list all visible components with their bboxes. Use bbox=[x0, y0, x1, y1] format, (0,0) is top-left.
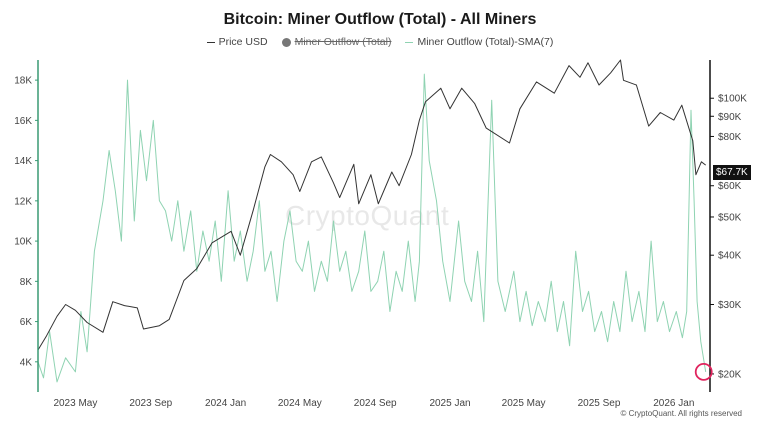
x-tick-label: 2025 May bbox=[502, 398, 546, 409]
legend-outflow-label: Miner Outflow (Total) bbox=[294, 36, 392, 48]
y-right-tick-label: $90K bbox=[718, 112, 742, 123]
y-right-tick-label: $20K bbox=[718, 369, 742, 380]
legend-item-price[interactable]: Price USD bbox=[206, 36, 268, 48]
axes-layer bbox=[37, 60, 711, 392]
x-tick-label: 2025 Jan bbox=[429, 398, 470, 409]
x-tick-label: 2024 Jan bbox=[205, 398, 246, 409]
y-left-tick-label: 6K bbox=[20, 317, 33, 328]
ticks-layer: 4K 6K 8K 10K 12K 14K 16K 18K $20K $30K $40K $50K $60… bbox=[14, 76, 747, 409]
chart-title: Bitcoin: Miner Outflow (Total) - All Min… bbox=[223, 11, 537, 28]
sma-series-line bbox=[37, 73, 707, 383]
x-tick-label: 2023 Sep bbox=[129, 398, 172, 409]
y-left-tick-label: 4K bbox=[20, 357, 33, 368]
y-left-tick-label: 14K bbox=[14, 156, 32, 167]
x-tick-label: 2023 May bbox=[53, 398, 97, 409]
legend-sma-label: Miner Outflow (Total)-SMA(7) bbox=[417, 36, 554, 48]
x-tick-label: 2024 May bbox=[278, 398, 322, 409]
y-left-tick-label: 18K bbox=[14, 76, 32, 87]
y-right-tick-label: $80K bbox=[718, 132, 742, 143]
x-tick-label: 2026 Jan bbox=[653, 398, 694, 409]
current-price-tag: $67.7K bbox=[713, 165, 751, 180]
y-right-tick-label: $60K bbox=[718, 181, 742, 192]
legend-item-sma[interactable]: Miner Outflow (Total)-SMA(7) bbox=[405, 36, 553, 48]
y-right-tick-label: $100K bbox=[718, 94, 747, 105]
x-tick-label: 2025 Sep bbox=[578, 398, 621, 409]
marker-layer bbox=[694, 362, 713, 381]
y-left-tick-label: 8K bbox=[20, 277, 33, 288]
highlight-circle-marker bbox=[694, 362, 713, 381]
y-left-tick-label: 12K bbox=[14, 196, 32, 207]
y-right-tick-label: $50K bbox=[718, 212, 742, 223]
copyright-text: © CryptoQuant. All rights reserved bbox=[620, 409, 743, 418]
series-layer bbox=[37, 59, 707, 383]
y-left-tick-label: 16K bbox=[14, 116, 32, 127]
x-tick-label: 2024 Sep bbox=[354, 398, 397, 409]
legend-item-outflow[interactable]: Miner Outflow (Total) bbox=[281, 36, 392, 48]
legend-price-label: Price USD bbox=[218, 36, 268, 48]
y-left-tick-label: 10K bbox=[14, 237, 32, 248]
price-series-line bbox=[37, 59, 707, 351]
chart-legend: Price USD Miner Outflow (Total) Miner Ou… bbox=[0, 36, 760, 48]
price-line-swatch bbox=[206, 41, 215, 43]
y-right-tick-label: $40K bbox=[718, 251, 742, 262]
y-right-tick-label: $30K bbox=[718, 300, 742, 311]
watermark-text: CryptoQuant bbox=[285, 200, 450, 231]
outflow-dot-swatch bbox=[281, 37, 291, 47]
sma-line-swatch bbox=[405, 41, 414, 43]
